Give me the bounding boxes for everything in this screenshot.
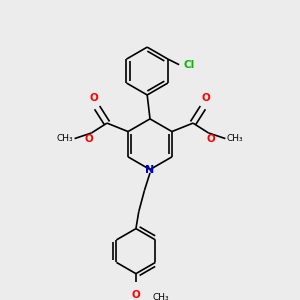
Text: O: O (90, 93, 99, 103)
Text: O: O (201, 93, 210, 103)
Text: O: O (132, 290, 140, 300)
Text: CH₃: CH₃ (57, 134, 73, 143)
Text: N: N (146, 164, 154, 175)
Text: O: O (85, 134, 94, 144)
Text: O: O (206, 134, 215, 144)
Text: Cl: Cl (183, 60, 195, 70)
Text: CH₃: CH₃ (153, 293, 169, 300)
Text: CH₃: CH₃ (227, 134, 243, 143)
